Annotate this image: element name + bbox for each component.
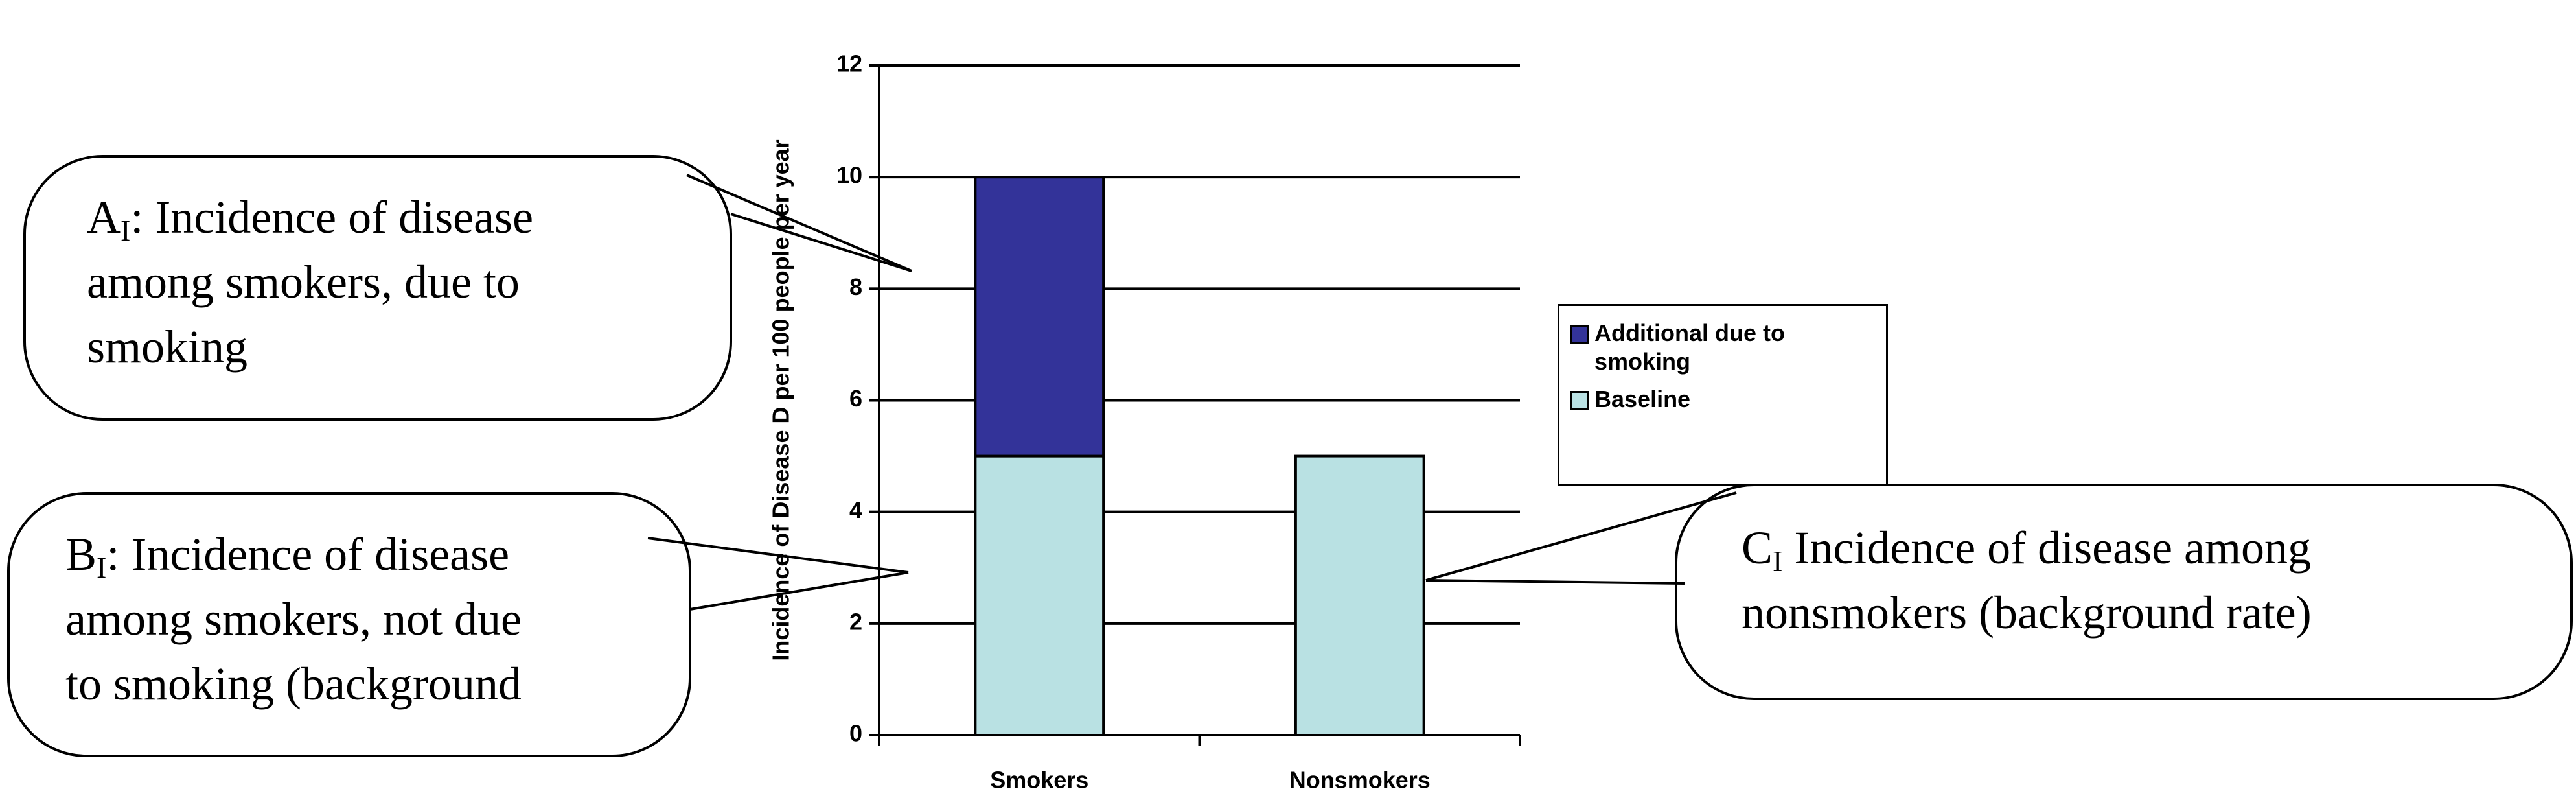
callout-text: among smokers, due to	[87, 256, 520, 308]
callout-text: among smokers, not due	[65, 593, 522, 645]
callout-line: smoking	[87, 321, 247, 373]
callout: CI Incidence of disease among nonsmokers …	[1425, 484, 2573, 700]
y-tick-label: 10	[836, 162, 862, 189]
callout-line: : Incidence of disease	[106, 528, 509, 580]
x-tick-label: Smokers	[990, 767, 1088, 793]
callout-subscript: I	[97, 551, 106, 584]
callout-text: to smoking (background	[65, 658, 522, 710]
callout-text: CI Incidence of disease among	[1742, 522, 2311, 578]
callout: BI: Incidence of disease among smokers, n…	[7, 492, 909, 757]
bar	[1294, 454, 1425, 736]
bar	[974, 454, 1105, 736]
legend-label: Additional due to smoking	[1594, 320, 1785, 375]
callout-text: nonsmokers (background rate)	[1742, 587, 2312, 639]
callout-line: to smoking (background	[65, 658, 522, 710]
callout-text: BI: Incidence of disease	[65, 528, 509, 584]
y-tick-label: 8	[849, 274, 862, 300]
legend-swatch	[1570, 391, 1589, 410]
callout-box	[7, 492, 691, 757]
callout-tail	[1425, 491, 1737, 582]
callout-box	[23, 155, 732, 421]
callout-letter: C	[1742, 522, 1773, 574]
y-tick-label: 6	[849, 385, 862, 412]
callout-tail	[647, 537, 909, 574]
callout-subscript: I	[121, 214, 130, 247]
callout-subscript: I	[1773, 545, 1782, 578]
legend-item: Additional due to smoking	[1570, 319, 1876, 376]
callout-line: Incidence of disease among	[1782, 522, 2311, 574]
legend-swatch	[1570, 325, 1589, 344]
y-tick-label: 12	[836, 51, 862, 77]
callout-box	[1675, 484, 2573, 700]
callout-line: : Incidence of disease	[130, 191, 533, 243]
callout-tail	[689, 571, 909, 611]
callout-tail	[730, 213, 912, 272]
callout-tail	[1425, 579, 1685, 585]
y-tick-label: 0	[849, 720, 862, 747]
y-tick-label: 4	[849, 497, 862, 523]
callout-line: among smokers, not due	[65, 593, 522, 645]
callout-text: smoking	[87, 321, 247, 373]
bar	[974, 176, 1105, 458]
callout-line: nonsmokers (background rate)	[1742, 587, 2312, 639]
legend-item: Baseline	[1570, 385, 1876, 414]
x-tick-label: Nonsmokers	[1289, 767, 1431, 793]
callout-tail	[686, 174, 912, 272]
callout-text: AI: Incidence of disease	[87, 191, 533, 247]
callout-line: among smokers, due to	[87, 256, 520, 308]
legend: Additional due to smoking Baseline	[1558, 304, 1888, 486]
legend-label: Baseline	[1594, 386, 1691, 412]
callout-letter: A	[87, 191, 121, 243]
callout: AI: Incidence of disease among smokers, d…	[23, 155, 912, 421]
y-tick-label: 2	[849, 608, 862, 635]
callout-letter: B	[65, 528, 97, 580]
